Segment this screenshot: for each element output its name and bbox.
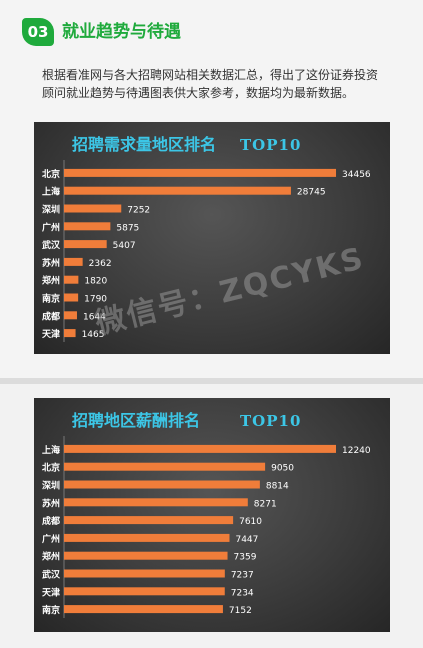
- salary-category-label: 郑州: [42, 551, 60, 563]
- salary-value-label: 8814: [266, 482, 289, 492]
- salary-bar: [64, 498, 248, 507]
- demand-bar: [64, 329, 76, 338]
- salary-value-label: 7152: [229, 606, 252, 616]
- salary-value-label: 7234: [231, 588, 254, 598]
- demand-category-label: 深圳: [42, 204, 60, 216]
- demand-category-label: 南京: [42, 293, 60, 305]
- salary-ranking-svg: 招聘地区薪酬排名 TOP10 上海 12240 北京 9050 深圳 8814 苏州 8271 成都…: [42, 411, 371, 618]
- salary-ranking-chart: 招聘地区薪酬排名 TOP10 上海 12240 北京 9050 深圳 8814 苏州 8271 成都…: [34, 398, 390, 632]
- salary-bar: [64, 551, 228, 560]
- demand-value-label: 5875: [116, 223, 139, 233]
- salary-bar: [64, 587, 225, 596]
- demand-value-label: 34456: [342, 170, 371, 180]
- section-number-badge: 03: [22, 18, 54, 46]
- salary-category-label: 上海: [42, 444, 60, 456]
- salary-bar: [64, 516, 234, 525]
- demand-bar: [64, 275, 79, 284]
- salary-value-label: 7359: [234, 553, 257, 563]
- salary-category-label: 天津: [42, 586, 60, 598]
- demand-chart-title: 招聘需求量地区排名: [72, 135, 216, 154]
- salary-value-label: 7237: [231, 571, 254, 581]
- demand-value-label: 1820: [84, 277, 107, 287]
- section-title: 就业趋势与待遇: [62, 22, 181, 42]
- demand-bar: [64, 186, 291, 195]
- demand-value-label: 1790: [84, 295, 107, 305]
- salary-category-label: 成都: [42, 515, 60, 527]
- salary-category-label: 广州: [42, 533, 60, 545]
- demand-bar: [64, 257, 83, 266]
- demand-bar: [64, 222, 111, 231]
- salary-category-label: 武汉: [42, 569, 61, 581]
- demand-chart-title-suffix: TOP10: [240, 136, 301, 154]
- section-divider: [0, 378, 423, 384]
- demand-value-label: 1465: [82, 330, 105, 340]
- salary-chart-title: 招聘地区薪酬排名: [72, 411, 200, 430]
- demand-value-label: 28745: [297, 188, 326, 198]
- demand-category-label: 苏州: [42, 257, 60, 269]
- demand-category-label: 武汉: [42, 239, 61, 251]
- salary-bar: [64, 605, 223, 614]
- demand-value-label: 7252: [127, 206, 150, 216]
- salary-category-label: 南京: [42, 604, 60, 616]
- salary-category-label: 深圳: [42, 480, 60, 492]
- demand-bar: [64, 311, 77, 320]
- demand-category-label: 广州: [42, 221, 60, 233]
- demand-category-label: 北京: [42, 168, 60, 180]
- salary-bar: [64, 480, 260, 489]
- demand-category-label: 郑州: [42, 275, 60, 287]
- intro-paragraph: 根据看准网与各大招聘网站相关数据汇总，得出了这份证券投资顾问就业趋势与待遇图表供…: [42, 68, 379, 100]
- demand-bar: [64, 168, 337, 177]
- demand-bar: [64, 204, 122, 213]
- salary-value-label: 9050: [271, 464, 294, 474]
- demand-bar: [64, 293, 79, 302]
- demand-category-label: 天津: [42, 328, 60, 340]
- demand-value-label: 1644: [83, 312, 106, 322]
- demand-ranking-chart: 招聘需求量地区排名 TOP10 北京 34456 上海 28745 深圳 7252 广州 5875…: [34, 122, 390, 354]
- salary-value-label: 8271: [254, 499, 277, 509]
- salary-value-label: 12240: [342, 446, 371, 456]
- demand-category-label: 成都: [42, 310, 60, 322]
- salary-bar: [64, 569, 225, 578]
- salary-bar: [64, 444, 336, 453]
- demand-ranking-svg: 招聘需求量地区排名 TOP10 北京 34456 上海 28745 深圳 7252 广州 5875…: [42, 135, 371, 342]
- demand-value-label: 2362: [89, 259, 112, 269]
- salary-bar: [64, 462, 266, 471]
- salary-chart-title-suffix: TOP10: [240, 412, 301, 430]
- salary-value-label: 7447: [235, 535, 258, 545]
- demand-value-label: 5407: [113, 241, 136, 251]
- demand-category-label: 上海: [42, 186, 60, 198]
- salary-value-label: 7610: [239, 517, 262, 527]
- demand-bar: [64, 240, 107, 249]
- salary-category-label: 苏州: [42, 497, 60, 509]
- salary-bar: [64, 533, 230, 542]
- salary-category-label: 北京: [42, 462, 60, 474]
